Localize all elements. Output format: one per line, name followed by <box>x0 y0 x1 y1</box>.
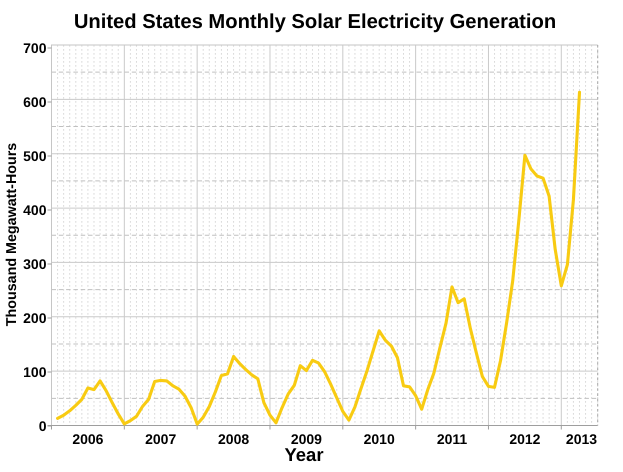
svg-text:2009: 2009 <box>291 431 322 447</box>
svg-text:2008: 2008 <box>218 431 249 447</box>
svg-text:Year: Year <box>284 444 323 465</box>
svg-text:500: 500 <box>23 148 47 164</box>
svg-text:United States Monthly Solar El: United States Monthly Solar Electricity … <box>74 11 556 33</box>
svg-text:700: 700 <box>23 40 47 56</box>
svg-text:2006: 2006 <box>72 431 103 447</box>
svg-text:2010: 2010 <box>364 431 395 447</box>
svg-text:2007: 2007 <box>145 431 176 447</box>
svg-text:Thousand Megawatt-Hours: Thousand Megawatt-Hours <box>4 143 20 327</box>
svg-text:2013: 2013 <box>566 431 597 447</box>
svg-text:600: 600 <box>23 94 47 110</box>
svg-text:100: 100 <box>23 364 47 380</box>
svg-text:2011: 2011 <box>437 431 468 447</box>
svg-text:300: 300 <box>23 256 47 272</box>
svg-text:200: 200 <box>23 310 47 326</box>
svg-text:400: 400 <box>23 202 47 218</box>
svg-text:2012: 2012 <box>509 431 540 447</box>
svg-text:0: 0 <box>39 418 47 434</box>
